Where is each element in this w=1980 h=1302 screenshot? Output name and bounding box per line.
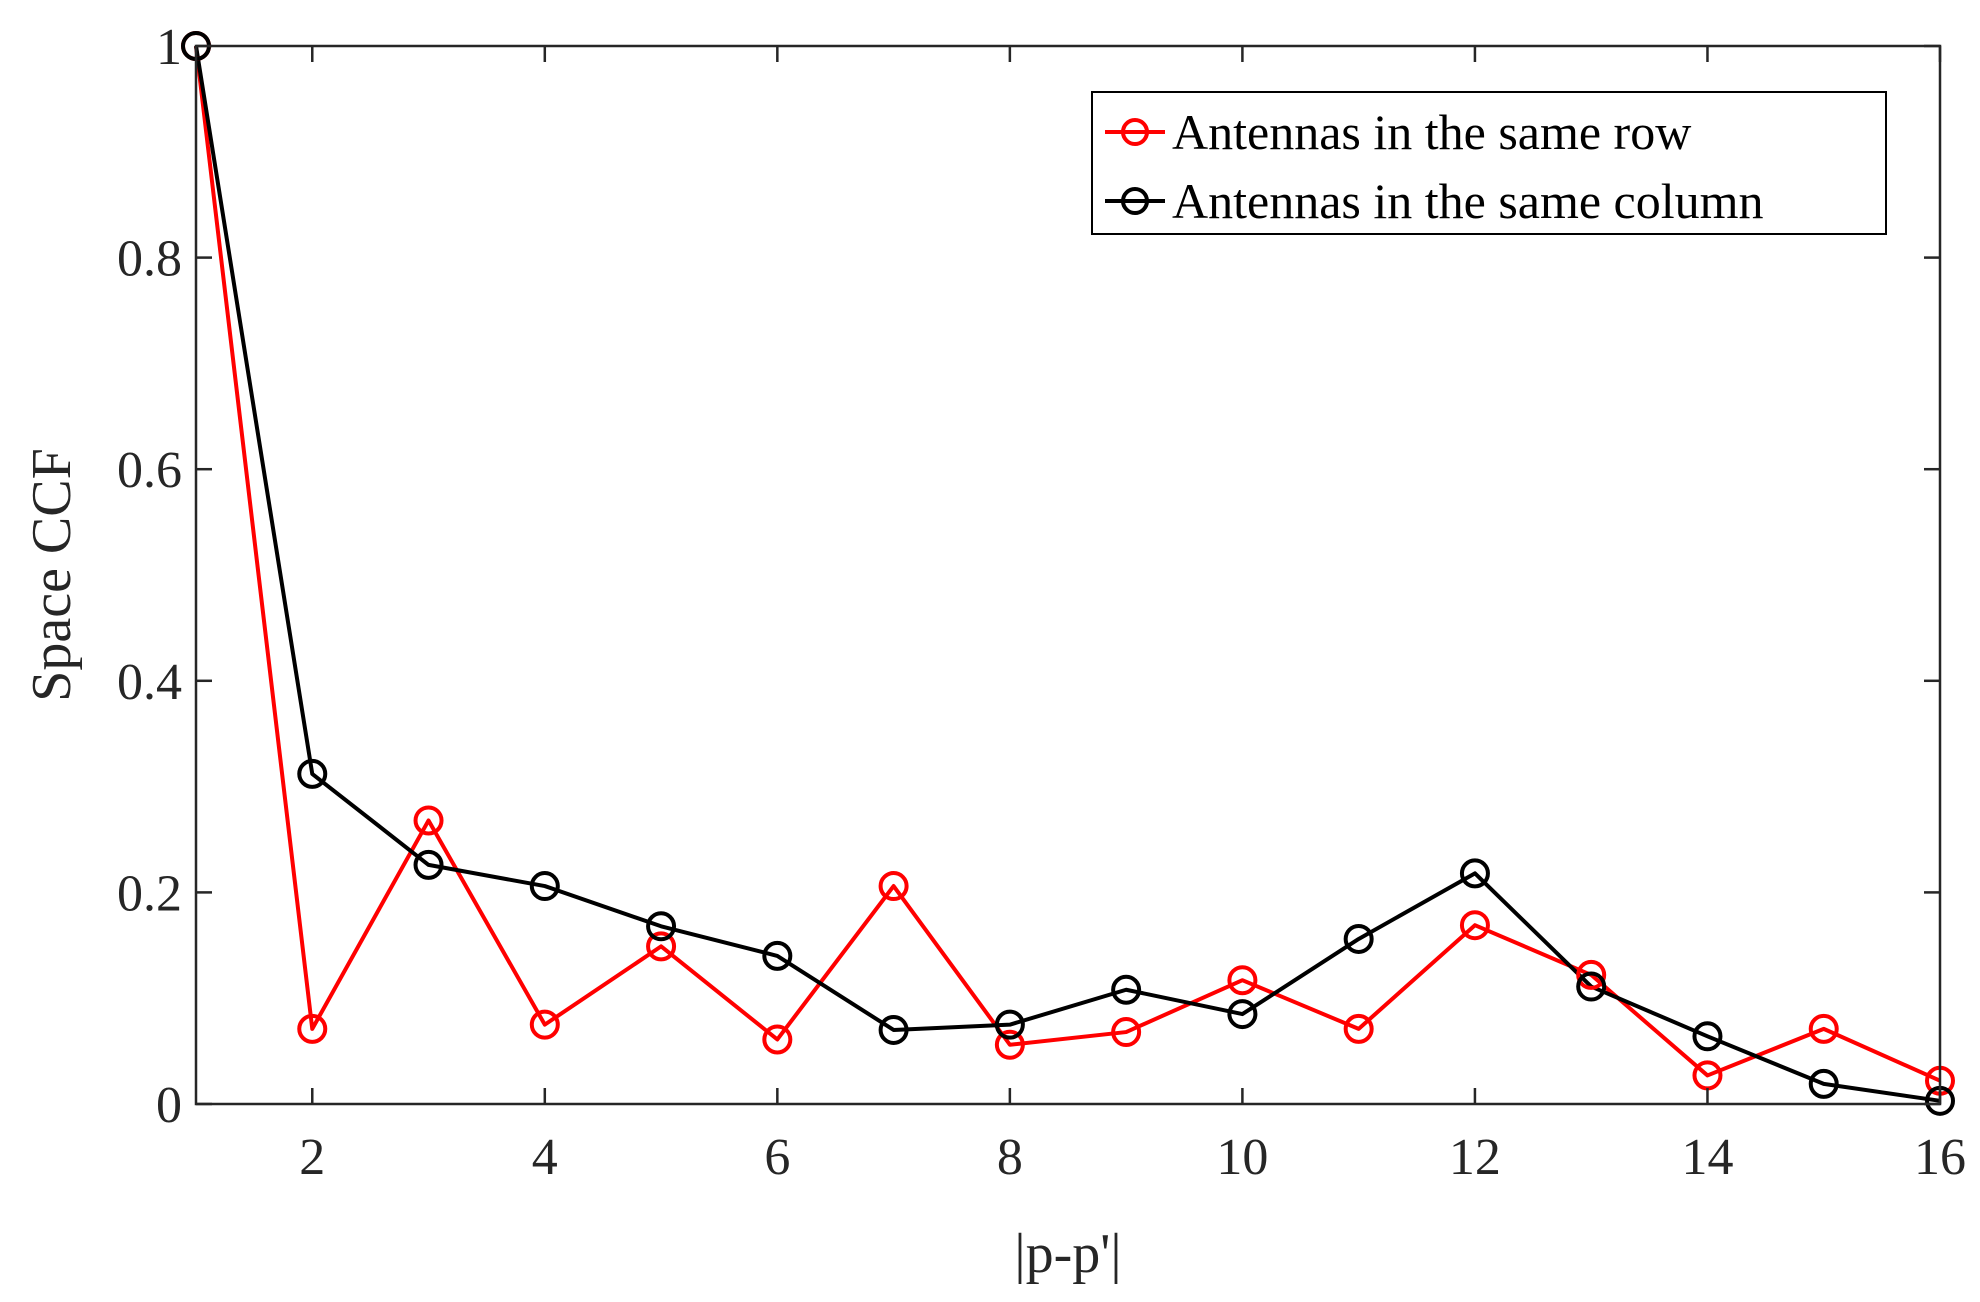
series-0-point-10 [1227,965,1258,996]
series-0-point-15 [1808,1013,1839,1044]
series-1-point-15 [1808,1068,1839,1099]
series-0-point-11 [1343,1013,1374,1044]
legend-marker-row [1121,118,1149,146]
series-line-1 [194,45,1941,1103]
x-tick-label: 2 [299,1129,325,1186]
series-line-0 [194,45,1941,1083]
y-tick-label: 0.6 [117,442,182,499]
legend-label-row: Antennas in the same row [1172,104,1691,160]
series-1-point-13 [1576,971,1607,1002]
x-tick-label: 14 [1681,1129,1733,1186]
x-axis-label: |p-p'| [1014,1223,1121,1285]
series-0-point-8 [994,1029,1025,1060]
x-tick-label: 12 [1449,1129,1501,1186]
y-axis-label: Space CCF [21,448,83,702]
y-tick-label: 0 [156,1077,182,1134]
series-1-point-9 [1111,974,1142,1005]
legend: Antennas in the same row Antennas in the… [1091,91,1887,235]
x-tick-label: 8 [997,1129,1023,1186]
y-tick-label: 0.4 [117,654,182,711]
series-0-point-2 [297,1013,328,1044]
series-1-point-8 [994,1009,1025,1040]
y-tick-label: 0.8 [117,231,182,288]
y-tick-label: 0.2 [117,865,182,922]
series-0-point-9 [1111,1017,1142,1048]
series-1-point-2 [297,758,328,789]
series-1-point-10 [1227,999,1258,1030]
x-tick-label: 4 [532,1129,558,1186]
series-0-point-3 [413,805,444,836]
series-1-point-3 [413,849,444,880]
series-0-point-13 [1576,959,1607,990]
series-0-point-7 [878,871,909,902]
series-1-point-14 [1692,1021,1723,1052]
x-tick-label: 10 [1216,1129,1268,1186]
series-0-point-5 [646,931,677,962]
legend-label-column: Antennas in the same column [1172,173,1764,229]
series-1-point-12 [1459,858,1490,889]
series-0-point-12 [1459,910,1490,941]
x-tick-label: 16 [1914,1129,1966,1186]
ticks-layer: 2 4 6 8 10 12 14 16 0 0.2 0.4 0.6 0.8 1 [117,19,1966,1186]
series-0-point-4 [529,1009,560,1040]
legend-marker-column [1121,187,1149,215]
series-1-point-6 [762,940,793,971]
series-1-point-4 [529,871,560,902]
series-1-point-7 [878,1014,909,1045]
plot-frame [194,44,1942,1106]
y-tick-label: 1 [156,19,182,76]
x-tick-label: 6 [764,1129,790,1186]
series-0-point-6 [762,1024,793,1055]
series-layer [181,31,1955,1116]
series-1-point-11 [1343,923,1374,954]
series-1-point-5 [646,911,677,942]
legend-box [1091,91,1887,235]
